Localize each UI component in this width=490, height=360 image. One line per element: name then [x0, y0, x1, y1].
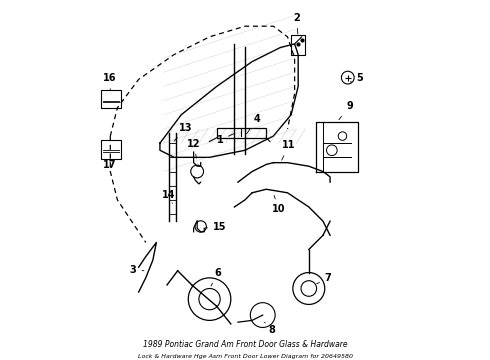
Text: 10: 10 [271, 195, 285, 214]
Text: 15: 15 [205, 222, 226, 232]
Text: 6: 6 [211, 268, 221, 286]
Bar [101, 90, 121, 108]
Text: 2: 2 [293, 13, 299, 34]
Text: 12: 12 [187, 139, 200, 158]
Text: 5: 5 [350, 73, 364, 83]
Text: 4: 4 [246, 114, 261, 134]
Text: 17: 17 [103, 160, 117, 170]
Text: 13: 13 [174, 123, 193, 141]
Bar [217, 128, 266, 138]
Text: 8: 8 [265, 322, 275, 335]
Text: 1989 Pontiac Grand Am Front Door Glass & Hardware: 1989 Pontiac Grand Am Front Door Glass &… [143, 340, 347, 349]
Text: 7: 7 [317, 273, 332, 284]
Text: 3: 3 [130, 265, 144, 275]
Text: Lock & Hardware Hge Asm Front Door Lower Diagram for 20649580: Lock & Hardware Hge Asm Front Door Lower… [138, 354, 352, 359]
Text: 16: 16 [103, 73, 117, 90]
Text: 1: 1 [217, 134, 234, 145]
Bar [291, 35, 305, 55]
Text: 11: 11 [282, 140, 296, 160]
Text: 14: 14 [162, 190, 175, 203]
Text: 9: 9 [339, 102, 353, 120]
Bar [101, 140, 121, 159]
